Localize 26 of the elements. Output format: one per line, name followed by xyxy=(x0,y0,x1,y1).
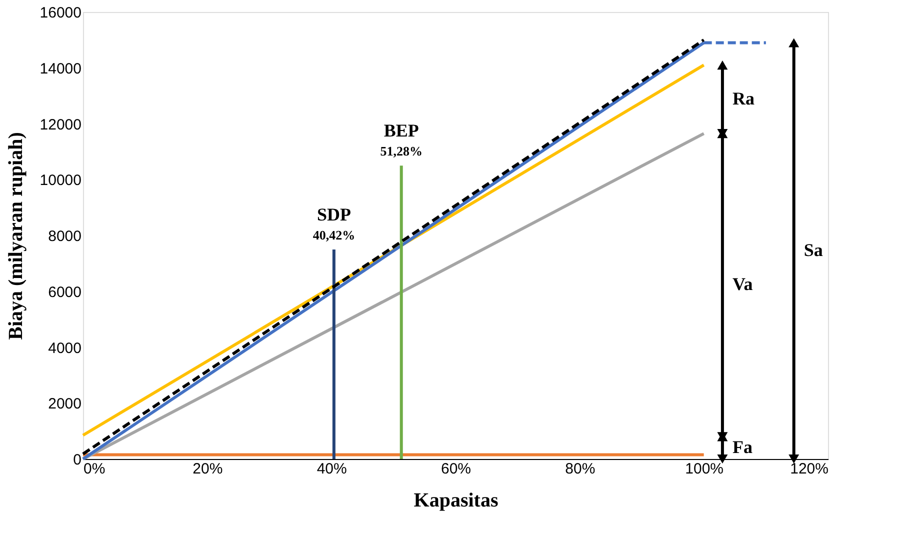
x-tick-label: 20% xyxy=(192,460,223,478)
x-axis-title: Kapasitas xyxy=(414,490,498,512)
annotation: Sa xyxy=(804,240,823,260)
y-tick-label: 8000 xyxy=(48,228,82,245)
x-tick-label: 40% xyxy=(316,460,347,478)
y-tick-label: 6000 xyxy=(48,284,82,301)
annotation: 51,28% xyxy=(380,144,422,159)
x-tick-label: 0% xyxy=(84,460,106,478)
y-tick-label: 0 xyxy=(73,452,82,468)
y-axis-title: Biaya (milyaran rupiah) xyxy=(4,132,27,340)
x-tick-label: 100% xyxy=(685,460,724,478)
annotation: SDP xyxy=(316,204,351,224)
x-tick-label: 120% xyxy=(790,460,828,478)
y-tick-label: 14000 xyxy=(40,60,82,78)
annotation: Ra xyxy=(732,88,754,108)
x-tick-label: 80% xyxy=(565,460,596,478)
annotation: 40,42% xyxy=(312,227,356,242)
x-tick-label: 60% xyxy=(440,460,472,478)
y-tick-label: 4000 xyxy=(48,340,82,357)
annotation: Va xyxy=(732,274,753,294)
y-tick-label: 10000 xyxy=(40,172,82,190)
y-tick-label: 12000 xyxy=(40,116,82,134)
y-tick-label: 16000 xyxy=(40,4,82,22)
annotation: Fa xyxy=(732,436,752,457)
annotation: BEP xyxy=(384,120,419,141)
y-tick-label: 2000 xyxy=(48,396,82,413)
